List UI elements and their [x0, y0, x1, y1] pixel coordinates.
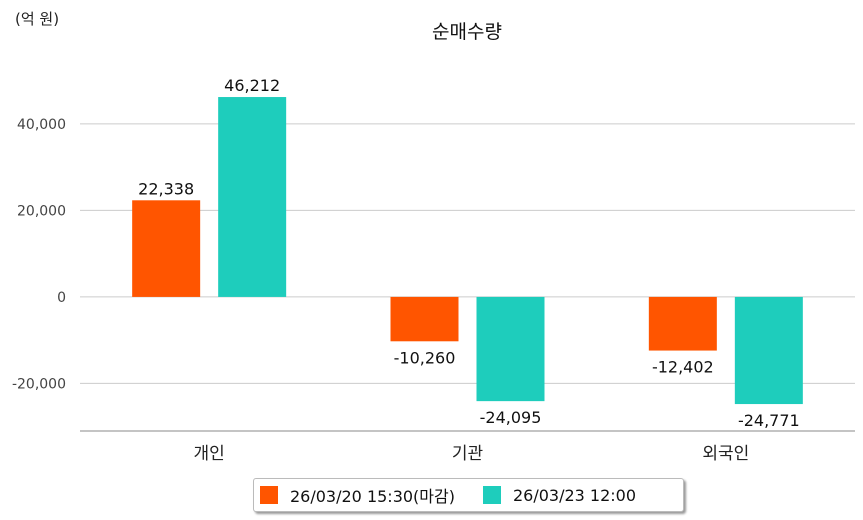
data-label: -24,095 [480, 408, 542, 427]
y-tick-label: -20,000 [12, 376, 66, 392]
legend-item-1[interactable]: 26/03/20 15:30(마감) [254, 483, 455, 507]
bar [218, 97, 287, 297]
y-tick-label: 0 [57, 290, 66, 306]
x-tick-label: 개인 [194, 444, 225, 464]
data-label: -24,771 [738, 411, 800, 430]
bar [648, 296, 717, 351]
data-label: 46,212 [224, 76, 280, 95]
bar [132, 200, 201, 297]
legend-label: 26/03/23 12:00 [512, 485, 637, 505]
legend: 26/03/20 15:30(마감) 26/03/23 12:00 [253, 478, 684, 512]
unit-label: (억 원) [15, 10, 59, 28]
legend-label: 26/03/20 15:30(마감) [290, 487, 455, 506]
data-label: 22,338 [138, 179, 194, 198]
y-tick-label: 20,000 [17, 203, 66, 219]
bar [390, 296, 459, 342]
legend-item-2[interactable]: 26/03/23 12:00 [477, 486, 636, 505]
chart-title: 순매수량 [432, 21, 502, 43]
x-tick-label: 기관 [452, 444, 483, 464]
data-label: -10,260 [394, 348, 456, 367]
x-tick-label: 외국인 [702, 444, 749, 464]
y-tick-label: 40,000 [17, 117, 66, 133]
legend-swatch [482, 486, 501, 504]
legend-swatch [260, 486, 278, 504]
bar [476, 296, 545, 402]
data-label: -12,402 [652, 358, 714, 377]
bar [734, 296, 803, 405]
